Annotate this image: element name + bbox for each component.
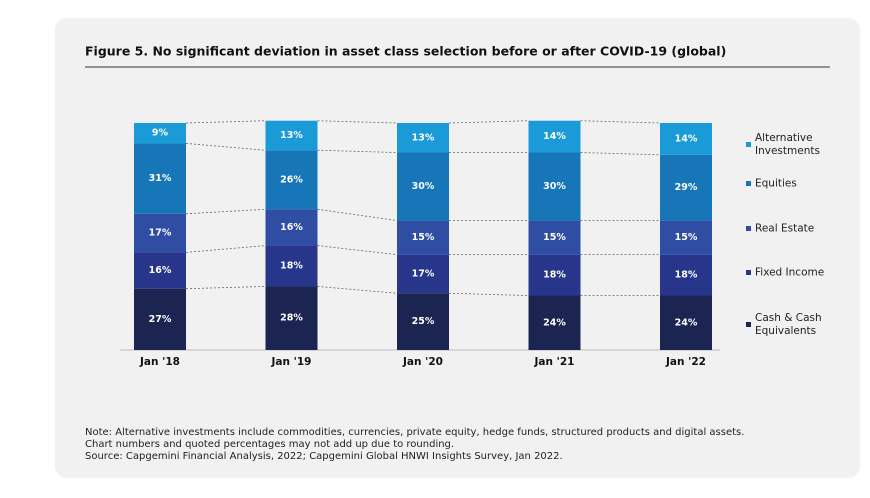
value-label: 25%: [412, 316, 435, 327]
card: [55, 18, 860, 478]
legend-swatch: [746, 322, 751, 327]
bar-segment: [397, 220, 449, 255]
value-label: 15%: [675, 232, 698, 243]
bar-segment: [134, 252, 186, 289]
value-label: 13%: [412, 132, 435, 143]
value-label: 24%: [675, 317, 698, 328]
legend-label: Equities: [755, 177, 797, 190]
bar-segment: [528, 254, 581, 296]
x-tick-label: Jan '19: [271, 356, 312, 368]
x-tick-label: Jan '22: [665, 356, 706, 368]
legend-swatch: [746, 226, 751, 231]
connector: [580, 120, 661, 124]
connector: [185, 245, 266, 253]
bar-segment: [660, 220, 712, 255]
legend-swatch: [746, 142, 751, 147]
bar-segment: [265, 150, 318, 210]
legend-swatch: [746, 270, 751, 275]
connector: [185, 120, 266, 124]
bar-segment: [265, 209, 318, 246]
value-label: 30%: [543, 181, 566, 192]
bar-segment: [660, 154, 712, 221]
legend-label: Fixed Income: [755, 266, 825, 279]
note: Chart numbers and quoted percentages may…: [85, 439, 455, 450]
bar-segment: [528, 120, 581, 153]
bar-segment: [134, 143, 186, 214]
bar-segment: [397, 152, 449, 221]
value-label: 27%: [149, 314, 172, 325]
x-tick-label: Jan '20: [402, 356, 443, 368]
bar-segment: [397, 123, 449, 153]
value-label: 26%: [280, 174, 303, 185]
bar-segment: [265, 286, 318, 350]
connector: [448, 120, 529, 124]
bar-segment: [660, 254, 712, 296]
value-label: 18%: [543, 270, 566, 281]
value-label: 29%: [675, 182, 698, 193]
value-label: 14%: [543, 131, 566, 142]
bar-segment: [265, 245, 318, 287]
connector: [185, 286, 266, 290]
chart-title: Figure 5. No significant deviation in as…: [85, 44, 726, 59]
bar-segment: [397, 254, 449, 294]
connector: [185, 208, 266, 215]
bar-segment: [528, 220, 581, 255]
value-label: 13%: [280, 130, 303, 141]
bar-segment: [660, 295, 712, 350]
connector: [448, 292, 529, 296]
value-label: 16%: [280, 222, 303, 233]
value-label: 30%: [412, 181, 435, 192]
bar-segment: [265, 120, 318, 151]
legend-label: Cash & Cash Equivalents: [755, 312, 822, 337]
value-label: 16%: [149, 265, 172, 276]
connector: [185, 143, 266, 151]
x-tick-label: Jan '21: [534, 356, 575, 368]
bar-segment: [397, 293, 449, 350]
value-label: 24%: [543, 317, 566, 328]
connector: [317, 286, 398, 294]
bar-segment: [134, 288, 186, 350]
connector: [317, 208, 398, 222]
x-tick-label: Jan '18: [139, 356, 180, 368]
connector: [317, 245, 398, 256]
value-label: 17%: [412, 268, 435, 279]
bar-segment: [660, 123, 712, 155]
connector: [317, 149, 398, 153]
value-label: 17%: [149, 228, 172, 239]
bar-segment: [134, 213, 186, 253]
connector: [580, 152, 661, 156]
value-label: 9%: [152, 128, 169, 139]
legend-label: Alternative Investments: [755, 132, 820, 157]
value-label: 28%: [280, 313, 303, 324]
value-label: 15%: [543, 232, 566, 243]
note: Note: Alternative investments include co…: [85, 427, 745, 438]
bar-segment: [134, 123, 186, 144]
connector: [317, 120, 398, 124]
bar-segment: [528, 152, 581, 221]
value-label: 18%: [280, 261, 303, 272]
value-label: 31%: [149, 173, 172, 184]
value-label: 14%: [675, 133, 698, 144]
value-label: 18%: [675, 270, 698, 281]
bar-segment: [528, 295, 581, 350]
value-label: 15%: [412, 232, 435, 243]
legend-label: Real Estate: [755, 222, 815, 235]
legend-swatch: [746, 181, 751, 186]
note: Source: Capgemini Financial Analysis, 20…: [85, 451, 563, 462]
